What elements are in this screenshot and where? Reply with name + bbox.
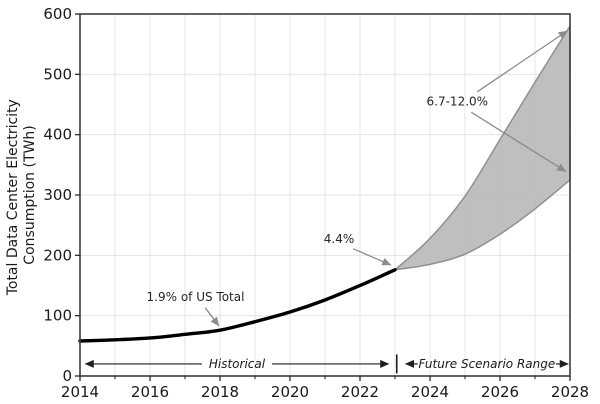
x-tick-label: 2018 bbox=[201, 383, 239, 401]
span-annotations: Historical Future Scenario Range bbox=[84, 354, 569, 374]
x-tick-label: 2014 bbox=[61, 383, 99, 401]
x-tick-label: 2028 bbox=[551, 383, 589, 401]
x-tick-label: 2020 bbox=[271, 383, 309, 401]
x-tick-label: 2024 bbox=[411, 383, 449, 401]
y-axis-title-line2: Consumption (TWh) bbox=[22, 125, 38, 264]
span-label: Future Scenario Range bbox=[419, 357, 556, 371]
annotation-label: 6.7-12.0% bbox=[427, 94, 489, 108]
historical-consumption-line bbox=[78, 268, 397, 343]
annotation-label: 4.4% bbox=[324, 232, 355, 246]
historical-line bbox=[78, 268, 397, 343]
y-tick-label: 100 bbox=[43, 307, 72, 325]
future-range-area bbox=[394, 25, 571, 271]
annotation-label: 1.9% of US Total bbox=[147, 290, 245, 304]
x-tick-label: 2022 bbox=[341, 383, 379, 401]
y-tick-label: 400 bbox=[43, 126, 72, 144]
x-tick-label: 2026 bbox=[481, 383, 519, 401]
y-axis-title-line1: Total Data Center Electricity bbox=[5, 99, 21, 296]
y-tick-label: 500 bbox=[43, 65, 72, 83]
y-tick-label: 0 bbox=[62, 367, 72, 385]
annotation-arrow bbox=[204, 307, 220, 327]
x-tick-label: 2016 bbox=[131, 383, 169, 401]
axis-ticks bbox=[75, 13, 571, 381]
annotation-arrow bbox=[470, 111, 567, 173]
annotations: 1.9% of US Total 4.4% 6.7-12.0% bbox=[147, 30, 568, 327]
axis-tick-labels: 2014 2016 2018 2020 2022 2024 2026 2028 0 100 200 3… bbox=[43, 5, 589, 401]
y-axis-title: Total Data Center Electricity Consumptio… bbox=[5, 95, 38, 297]
y-tick-label: 300 bbox=[43, 186, 72, 204]
annotation-arrow bbox=[476, 30, 568, 93]
span-label: Historical bbox=[209, 357, 266, 371]
y-tick-label: 200 bbox=[43, 246, 72, 264]
future-range-band bbox=[394, 25, 571, 271]
y-tick-label: 600 bbox=[43, 5, 72, 23]
annotation-arrow bbox=[352, 248, 392, 266]
